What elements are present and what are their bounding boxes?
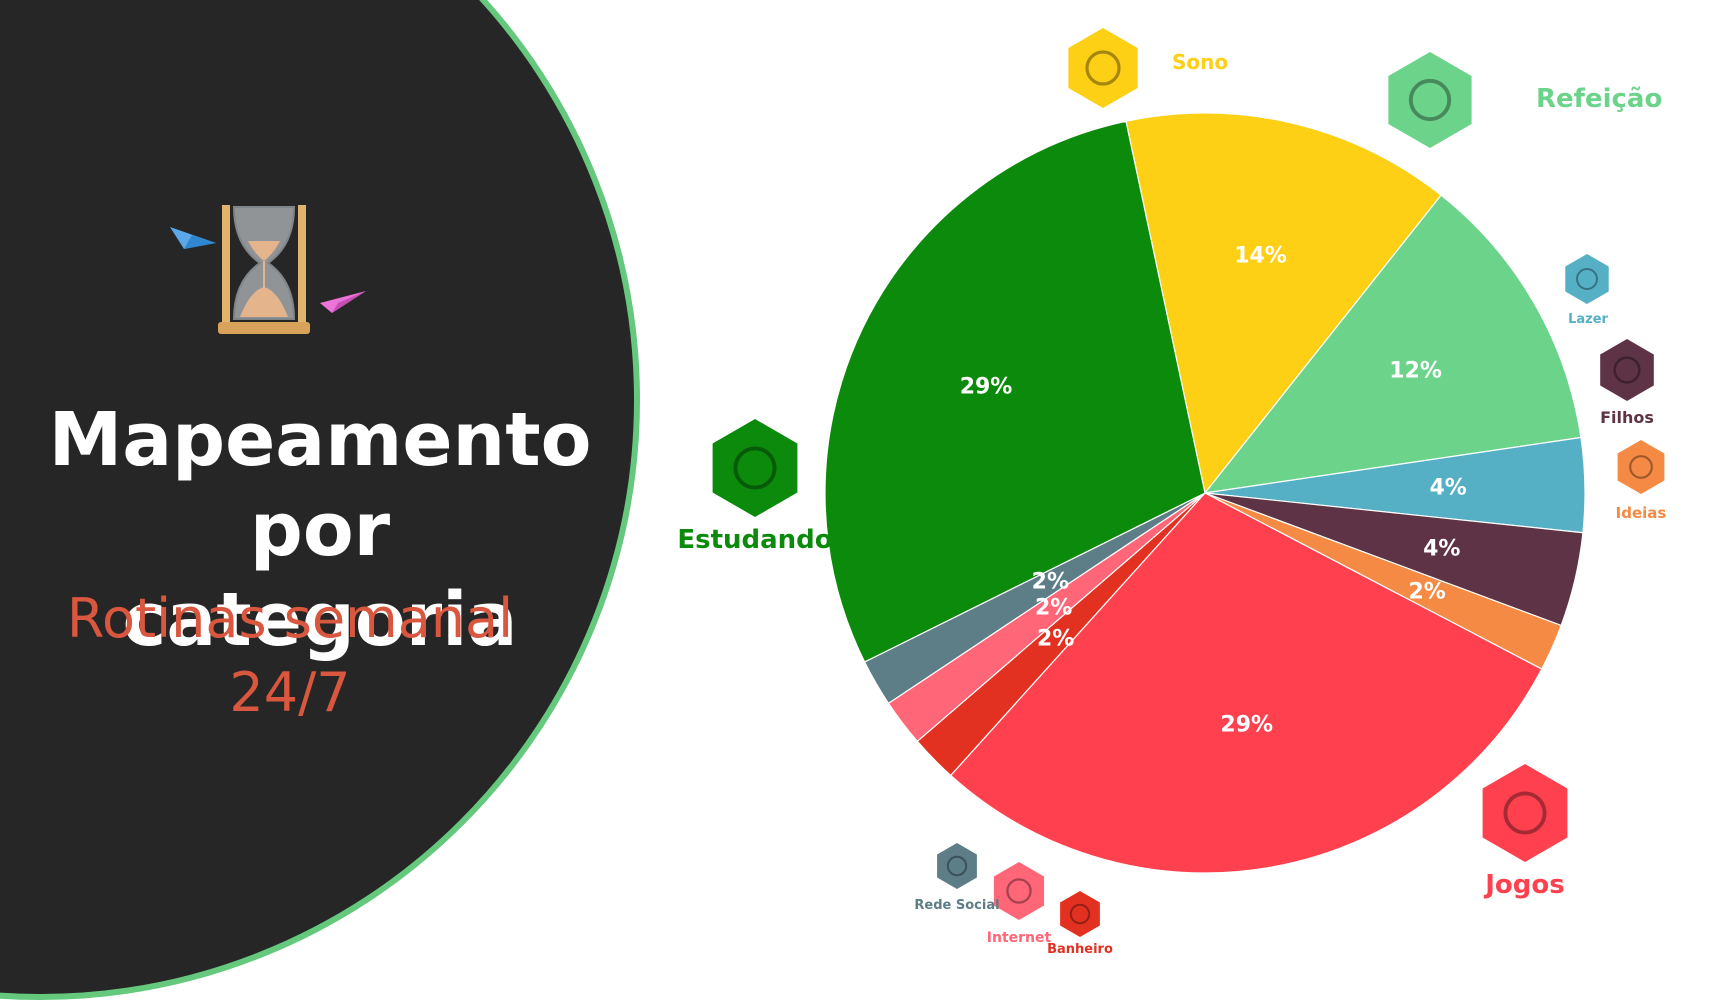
meal-plate-icon <box>1388 52 1472 148</box>
toilet-icon <box>1060 891 1100 937</box>
category-label-internet: Internet <box>986 930 1052 946</box>
title-line-1: Mapeamento por <box>48 397 592 573</box>
category-label-ideias: Ideias <box>1615 504 1667 522</box>
subtitle-line-1: Rotinas semanal <box>66 587 514 650</box>
pie-slice-refeição <box>1203 194 1582 494</box>
pie-percent-label: 2% <box>1034 595 1073 621</box>
pie-chart <box>712 28 1665 937</box>
category-label-banheiro: Banheiro <box>1047 942 1113 957</box>
student-reading-icon <box>712 419 798 517</box>
children-icon <box>1600 339 1654 401</box>
pie-percent-label: 12% <box>1389 358 1442 384</box>
pie-slice-estudando <box>824 120 1206 663</box>
pie-slice-jogos <box>949 492 1543 874</box>
pie-percent-label: 29% <box>959 374 1013 400</box>
wifi-icon <box>993 862 1045 920</box>
category-label-estudando: Estudando <box>677 525 833 555</box>
title-line-2: categoria <box>122 577 518 663</box>
page: Mapeamento por categoria Rotinas semanal… <box>0 0 1667 1000</box>
pie-percent-label: 4% <box>1423 536 1461 562</box>
pie-slice-sono <box>1125 112 1442 495</box>
pie-percent-label: 4% <box>1429 475 1467 501</box>
category-label-filhos: Filhos <box>1600 408 1654 427</box>
hourglass-illustration <box>170 205 366 334</box>
category-label-jogos: Jogos <box>1485 870 1565 900</box>
page-subtitle: Rotinas semanal 24/7 <box>0 582 640 730</box>
pie-percent-label: 14% <box>1234 243 1287 269</box>
pie-percent-label: 2% <box>1031 569 1069 595</box>
category-label-refeição: Refeição <box>1536 84 1663 114</box>
pie-percent-label: 2% <box>1036 626 1075 652</box>
paper-plane-pink-icon <box>320 291 366 313</box>
alarm-clock-icon <box>1068 28 1138 108</box>
page-title: Mapeamento por categoria <box>0 395 640 665</box>
category-label-lazer: Lazer <box>1568 312 1608 327</box>
pie-percent-label: 2% <box>1408 579 1446 605</box>
lightbulb-icon <box>1617 440 1665 494</box>
social-network-icon <box>937 843 977 889</box>
category-label-rede-social: Rede Social <box>914 898 1000 913</box>
paper-plane-blue-icon <box>170 227 216 249</box>
fireworks-icon <box>1565 254 1609 304</box>
gamepad-icon <box>1482 764 1568 862</box>
hourglass-icon <box>218 205 310 334</box>
category-label-sono: Sono <box>1172 50 1229 74</box>
pie-percent-label: 29% <box>1220 712 1274 738</box>
subtitle-line-2: 24/7 <box>229 661 351 724</box>
